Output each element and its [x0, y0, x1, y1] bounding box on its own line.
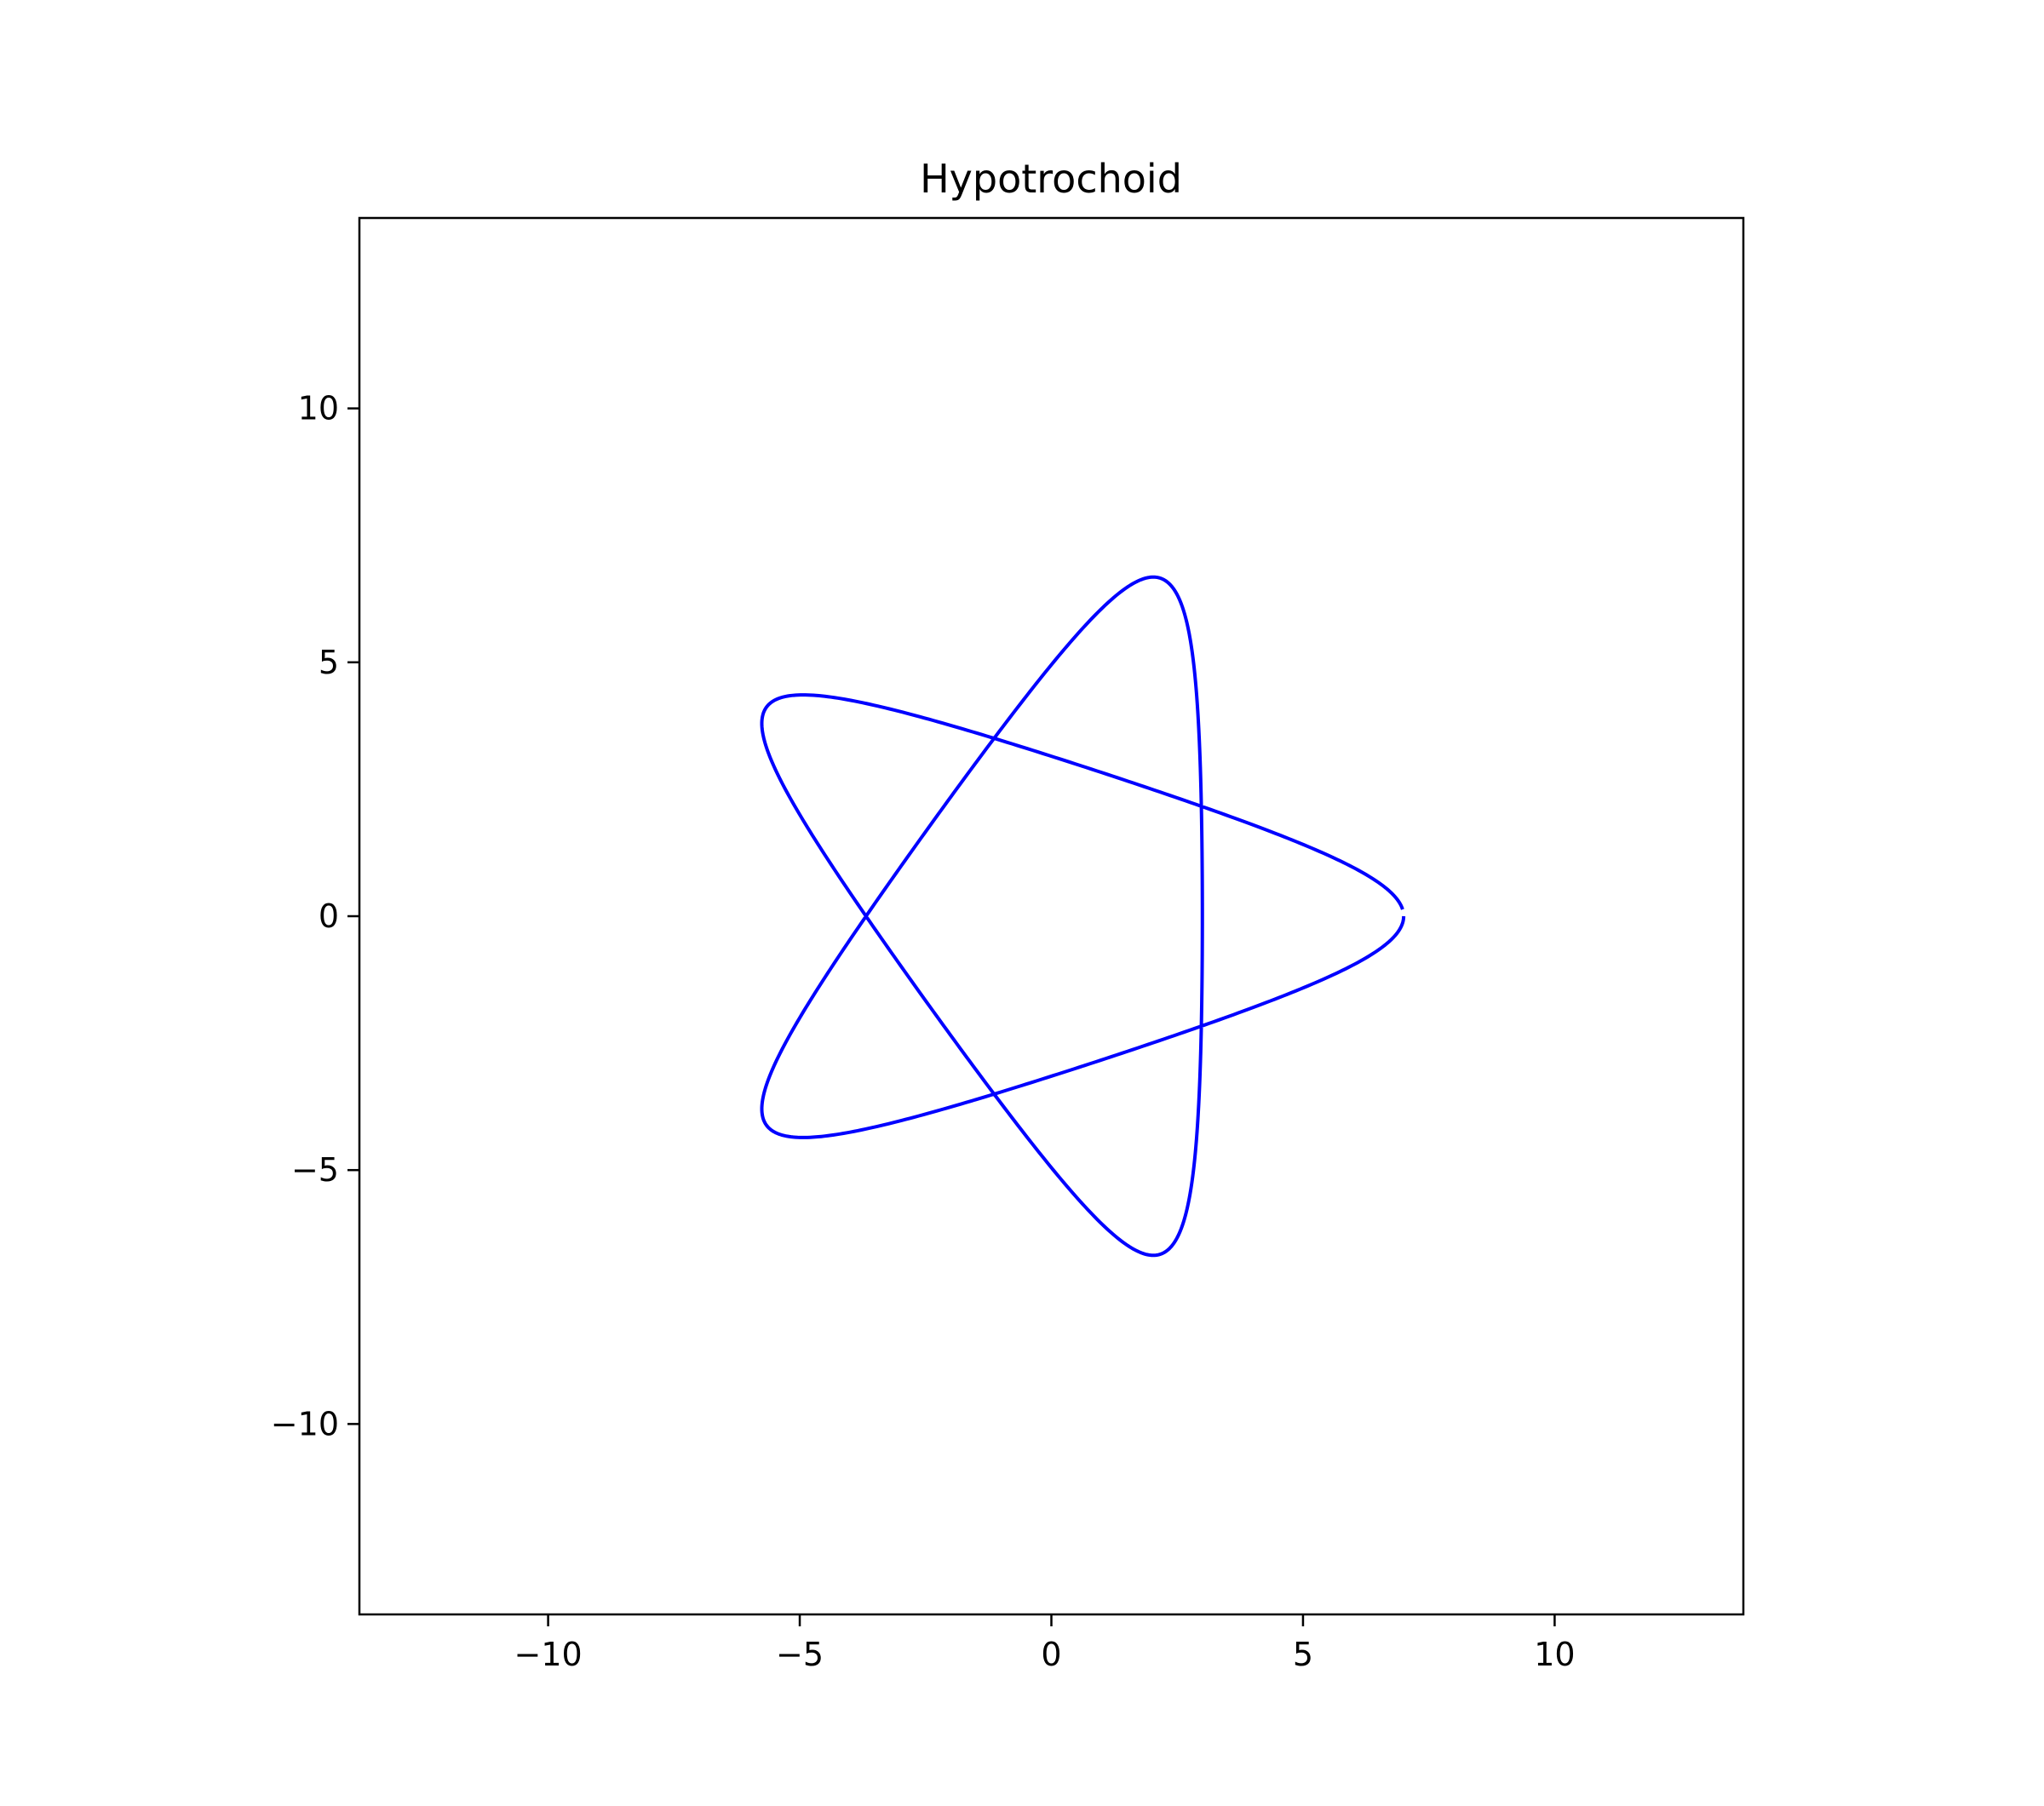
y-tick-label: −5: [291, 1151, 339, 1189]
plot-area: [359, 218, 1743, 1614]
y-tick-label: 0: [319, 897, 339, 935]
x-tick-label: 10: [1534, 1636, 1575, 1673]
x-axis-ticks: −10 −5 0 5 10: [514, 1614, 1576, 1673]
chart-title: Hypotrochoid: [920, 156, 1182, 202]
x-tick-label: −10: [514, 1636, 582, 1673]
x-tick-label: 5: [1293, 1636, 1313, 1673]
curve-layer: [760, 575, 1406, 1258]
x-tick-label: −5: [776, 1636, 824, 1673]
x-tick-label: 0: [1041, 1636, 1061, 1673]
y-tick-label: −10: [271, 1405, 339, 1442]
y-tick-label: 5: [319, 644, 339, 681]
plot-frame: [358, 216, 1745, 1616]
y-axis-ticks: −10 −5 0 5 10: [271, 390, 359, 1442]
y-tick-label: 10: [298, 390, 339, 427]
series-line-0: [760, 575, 1406, 1258]
